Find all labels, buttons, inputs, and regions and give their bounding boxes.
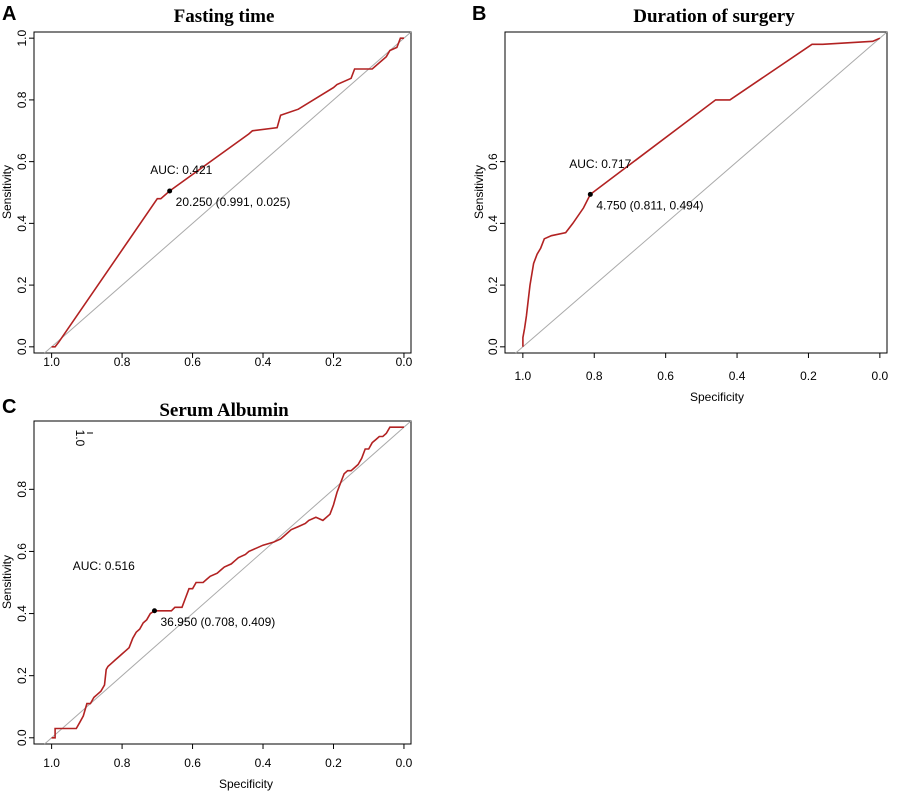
panel-letter-b: B <box>472 3 486 25</box>
panel-a-y-tick-label: 0.6 <box>15 153 29 170</box>
panel-c-x-tick-label: 0.2 <box>325 756 342 770</box>
panel-b-x-tick-label: 0.4 <box>729 369 746 383</box>
panel-b-y-tick-label: 0.6 <box>486 153 500 170</box>
panel-a-y-tick-label: 0.8 <box>15 91 29 108</box>
panel-c-threshold-label: 36.950 (0.708, 0.409) <box>160 615 275 629</box>
panel-a-x-tick-label: 1.0 <box>43 355 60 369</box>
panel-b-y-axis-label: Sensitivity <box>472 165 486 219</box>
panel-letter-c: C <box>2 396 16 418</box>
panel-b-x-tick-label: 1.0 <box>515 369 532 383</box>
panel-b-x-tick-label: 0.2 <box>800 369 817 383</box>
panel-a-x-tick-label: 0.4 <box>255 355 272 369</box>
panel-c-y-axis-label: Sensitivity <box>0 555 14 609</box>
panel-b-x-tick-label: 0.8 <box>586 369 603 383</box>
panel-b-plot-frame <box>504 31 888 354</box>
panel-c-y-tick-label: 0.0 <box>15 729 29 746</box>
panel-a-y-tick-label: 0.2 <box>15 276 29 293</box>
panel-a-y-tick-label: 0.0 <box>15 338 29 355</box>
panel-c-y-tick-label: 0.6 <box>15 543 29 560</box>
panel-a-title: Fasting time <box>174 6 275 27</box>
panel-c-x-tick-label: 1.0 <box>43 756 60 770</box>
panel-b-y-tick-label: 0.2 <box>486 276 500 293</box>
panel-a-x-tick-label: 0.8 <box>114 355 131 369</box>
panel-c: C Serum Albumin 1.0 1.0 0.8 0.6 0.4 0.2 0.0 0… <box>0 396 413 791</box>
panel-a-y-tick-label: 1.0 <box>15 30 29 47</box>
panel-b-title: Duration of surgery <box>633 6 795 27</box>
panel-b-x-tick-label: 0.0 <box>872 369 889 383</box>
panel-b-x-axis-label: Specificity <box>690 390 744 404</box>
panel-b-roc-curve <box>522 37 881 347</box>
panel-c-title: Serum Albumin <box>159 400 289 421</box>
panel-a-threshold-label: 20.250 (0.991, 0.025) <box>176 195 291 209</box>
panel-b-threshold-label: 4.750 (0.811, 0.494) <box>596 198 703 212</box>
panel-c-y-tick-label: 0.4 <box>15 605 29 622</box>
panel-a-threshold-point <box>167 188 173 194</box>
panel-c-x-tick-label: 0.4 <box>255 756 272 770</box>
panel-a-roc-curve <box>51 37 404 348</box>
panel-a: A Fasting time 1.0 0.8 0.6 0.4 0.2 0.0 0.0 0.2… <box>0 3 413 369</box>
panel-c-y-tick-label: 0.8 <box>15 481 29 498</box>
panel-c-plot-frame <box>33 420 412 745</box>
panel-c-chance-line <box>44 420 412 745</box>
panel-c-stray-tick-label: 1.0 <box>73 430 87 447</box>
panel-b-chance-line <box>515 31 888 354</box>
panel-a-x-tick-label: 0.2 <box>325 355 342 369</box>
panel-c-y-tick-label: 0.2 <box>15 667 29 684</box>
panel-c-x-tick-label: 0.6 <box>184 756 201 770</box>
panel-letter-a: A <box>2 3 16 25</box>
panel-b: B Duration of surgery 1.0 0.8 0.6 0.4 0.2 0.0… <box>472 3 889 404</box>
panel-c-auc-label: AUC: 0.516 <box>73 559 135 573</box>
panel-b-y-tick-label: 0.0 <box>486 338 500 355</box>
panel-a-plot-frame <box>33 31 412 354</box>
panel-b-x-tick-label: 0.6 <box>657 369 674 383</box>
panel-b-y-tick-label: 0.4 <box>486 215 500 232</box>
panel-a-chance-line <box>44 31 412 354</box>
panel-b-auc-label: AUC: 0.717 <box>569 157 631 171</box>
panel-c-x-tick-label: 0.8 <box>114 756 131 770</box>
panel-a-auc-label: AUC: 0.421 <box>150 163 212 177</box>
panel-a-x-tick-label: 0.0 <box>396 355 413 369</box>
panel-b-threshold-point <box>587 191 593 197</box>
panel-a-x-tick-label: 0.6 <box>184 355 201 369</box>
panel-c-x-tick-label: 0.0 <box>396 756 413 770</box>
panel-c-x-axis-label: Specificity <box>219 777 273 791</box>
panel-c-threshold-point <box>151 608 157 614</box>
panel-a-y-tick-label: 0.4 <box>15 215 29 232</box>
panel-a-y-axis-label: Sensitivity <box>0 165 14 219</box>
panel-c-roc-curve <box>51 426 404 739</box>
